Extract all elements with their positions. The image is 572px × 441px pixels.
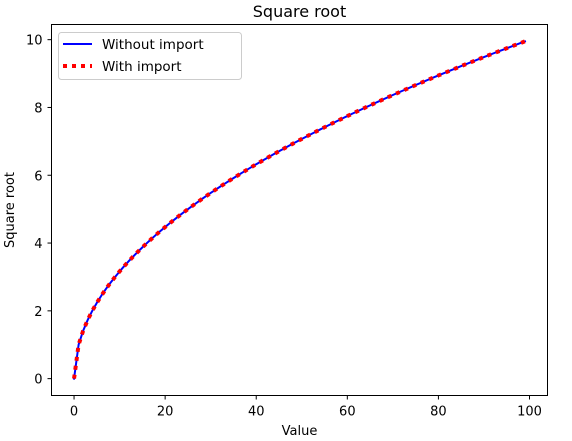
- y-tick-label: 8: [34, 101, 42, 116]
- legend: Without import With import: [58, 32, 242, 80]
- y-tick-label: 0: [34, 373, 42, 388]
- x-tick-label: 80: [430, 405, 447, 420]
- y-tick-label: 4: [34, 237, 42, 252]
- legend-box: [58, 32, 242, 80]
- y-axis-label: Square root: [3, 172, 18, 248]
- plot-frame: [51, 24, 548, 396]
- series-layer: [72, 39, 527, 380]
- x-tick-label: 100: [517, 405, 542, 420]
- x-tick-label: 40: [248, 405, 265, 420]
- chart-title: Square root: [253, 2, 347, 21]
- x-tick-label: 60: [339, 405, 356, 420]
- series-line-with-import: [72, 39, 526, 379]
- legend-label-without-import: Without import: [102, 37, 204, 53]
- x-axis-ticks: 0 20 40 60 80 100: [70, 395, 542, 420]
- y-tick-label: 6: [34, 169, 42, 184]
- legend-label-with-import: With import: [102, 59, 182, 75]
- x-axis-label: Value: [282, 424, 318, 439]
- x-tick-label: 0: [70, 405, 78, 420]
- y-axis-ticks: 0 2 4 6 8 10: [26, 34, 52, 388]
- x-tick-label: 20: [157, 405, 174, 420]
- y-tick-label: 2: [34, 305, 42, 320]
- y-tick-label: 10: [26, 34, 43, 49]
